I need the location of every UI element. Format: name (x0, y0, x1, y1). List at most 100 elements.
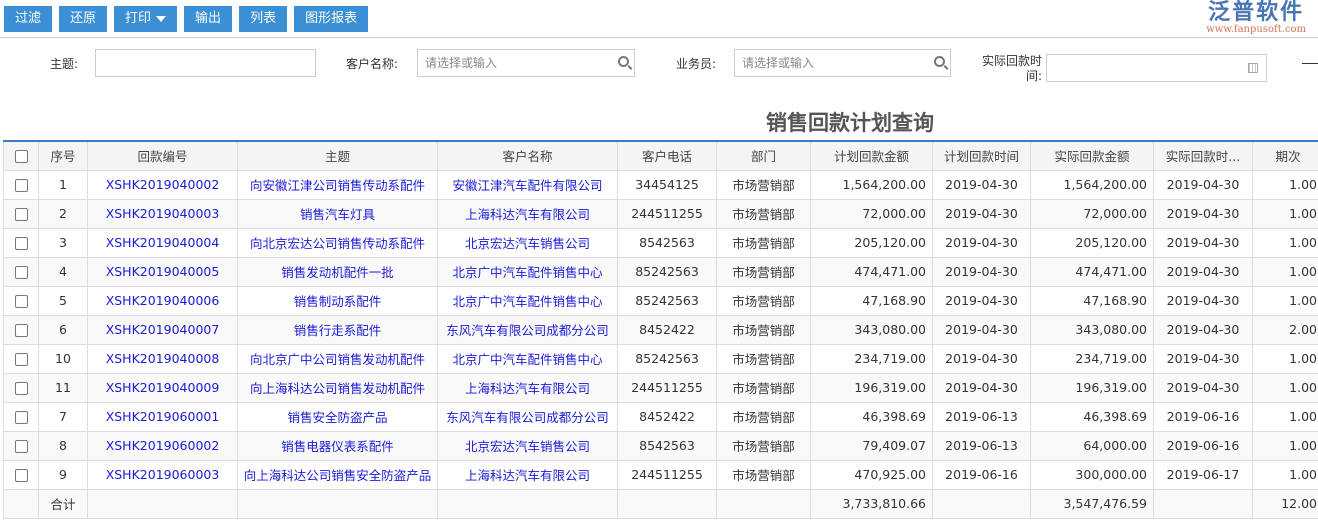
table-cell[interactable]: XSHK2019060001 (87, 401, 238, 432)
subject-label: 主题: (50, 57, 79, 71)
table-row[interactable]: 8 XSHK2019060002 销售电器仪表系配件 北京宏达汽车销售公司 854256… (3, 430, 1318, 461)
table-cell[interactable]: 销售行走系配件 (237, 314, 438, 345)
table-cell[interactable]: XSHK2019060002 (87, 430, 238, 461)
table-cell: 市场营销部 (716, 401, 811, 432)
column-header[interactable]: 序号 (38, 140, 88, 171)
column-header[interactable]: 回款编号 (87, 140, 238, 171)
row-checkbox[interactable] (3, 285, 39, 316)
salesman-input[interactable]: 请选择或输入 (734, 49, 951, 77)
actual-time-input[interactable] (1046, 54, 1267, 82)
table-cell[interactable]: 安徽江津汽车配件有限公司 (437, 169, 618, 200)
table-cell: 1.00 (1252, 343, 1318, 374)
table-cell[interactable]: XSHK2019040006 (87, 285, 238, 316)
print-button[interactable]: 打印 (114, 5, 178, 32)
table-cell[interactable]: 向北京广中公司销售发动机配件 (237, 343, 438, 374)
table-cell[interactable]: 北京广中汽车配件销售中心 (437, 343, 618, 374)
table-cell[interactable]: 北京广中汽车配件销售中心 (437, 256, 618, 287)
table-row[interactable]: 10 XSHK2019040008 向北京广中公司销售发动机配件 北京广中汽车配件销售… (3, 343, 1318, 374)
salesman-placeholder: 请选择或输入 (742, 56, 815, 70)
table-cell[interactable]: 向上海科达公司销售安全防盗产品 (237, 459, 438, 490)
table-cell[interactable]: 上海科达汽车有限公司 (437, 198, 618, 229)
table-cell: 1.00 (1252, 401, 1318, 432)
column-header[interactable]: 实际回款时... (1153, 140, 1253, 171)
table-cell: 市场营销部 (716, 459, 811, 490)
reset-button[interactable]: 还原 (59, 5, 108, 32)
table-cell[interactable]: 销售制动系配件 (237, 285, 438, 316)
chart-report-button[interactable]: 图形报表 (294, 5, 369, 32)
table-cell: 234,719.00 (810, 343, 933, 374)
table-cell[interactable]: 上海科达汽车有限公司 (437, 459, 618, 490)
payment-plan-table: 序号 回款编号 主题 客户名称 客户电话 部门 计划回款金额 计划回款时间 实际回款金额 实际回款… (3, 140, 1318, 519)
select-all-checkbox[interactable] (3, 140, 39, 171)
table-cell: 2019-04-30 (932, 256, 1031, 287)
table-cell[interactable]: 东风汽车有限公司成都分公司 (437, 314, 618, 345)
row-checkbox[interactable] (3, 198, 39, 229)
table-row[interactable]: 11 XSHK2019040009 向上海科达公司销售发动机配件 上海科达汽车有限公司… (3, 372, 1318, 403)
table-row[interactable]: 6 XSHK2019040007 销售行走系配件 东风汽车有限公司成都分公司 84524… (3, 314, 1318, 345)
table-row[interactable]: 3 XSHK2019040004 向北京宏达公司销售传动系配件 北京宏达汽车销售公司 8… (3, 227, 1318, 258)
customer-input[interactable]: 请选择或输入 (417, 49, 635, 77)
search-icon[interactable] (934, 56, 945, 67)
row-checkbox[interactable] (3, 430, 39, 461)
table-row[interactable]: 1 XSHK2019040002 向安徽江津公司销售传动系配件 安徽江津汽车配件有限公… (3, 169, 1318, 200)
table-cell: 1.00 (1252, 459, 1318, 490)
table-row[interactable]: 5 XSHK2019040006 销售制动系配件 北京广中汽车配件销售中心 852425… (3, 285, 1318, 316)
calendar-icon[interactable] (1248, 63, 1258, 73)
export-button[interactable]: 输出 (184, 5, 233, 32)
table-cell[interactable]: 销售发动机配件一批 (237, 256, 438, 287)
subject-input[interactable] (95, 49, 316, 77)
column-header[interactable]: 实际回款金额 (1030, 140, 1154, 171)
table-cell: 2.00 (1252, 314, 1318, 345)
table-cell: 46,398.69 (1030, 401, 1154, 432)
table-cell[interactable]: 向上海科达公司销售发动机配件 (237, 372, 438, 403)
table-cell[interactable]: 销售汽车灯具 (237, 198, 438, 229)
list-button[interactable]: 列表 (239, 5, 288, 32)
table-cell[interactable]: XSHK2019040005 (87, 256, 238, 287)
table-cell[interactable]: 北京宏达汽车销售公司 (437, 430, 618, 461)
table-cell[interactable]: 销售电器仪表系配件 (237, 430, 438, 461)
table-cell: 470,925.00 (810, 459, 933, 490)
table-cell[interactable]: 东风汽车有限公司成都分公司 (437, 401, 618, 432)
row-checkbox[interactable] (3, 256, 39, 287)
table-cell: 市场营销部 (716, 430, 811, 461)
search-icon[interactable] (618, 56, 629, 67)
filter-button[interactable]: 过滤 (4, 5, 53, 32)
column-header[interactable]: 客户电话 (617, 140, 717, 171)
table-cell[interactable]: 北京广中汽车配件销售中心 (437, 285, 618, 316)
table-cell[interactable]: XSHK2019040002 (87, 169, 238, 200)
row-checkbox[interactable] (3, 459, 39, 490)
table-row[interactable]: 2 XSHK2019040003 销售汽车灯具 上海科达汽车有限公司 244511255… (3, 198, 1318, 229)
row-checkbox[interactable] (3, 343, 39, 374)
table-cell: 3 (38, 227, 88, 258)
table-row[interactable]: 7 XSHK2019060001 销售安全防盗产品 东风汽车有限公司成都分公司 8452… (3, 401, 1318, 432)
table-cell: 1,564,200.00 (1030, 169, 1154, 200)
salesman-label: 业务员: (676, 57, 717, 71)
column-header[interactable]: 客户名称 (437, 140, 618, 171)
table-cell[interactable]: XSHK2019060003 (87, 459, 238, 490)
row-checkbox[interactable] (3, 314, 39, 345)
table-row[interactable]: 4 XSHK2019040005 销售发动机配件一批 北京广中汽车配件销售中心 8524… (3, 256, 1318, 287)
table-cell[interactable]: 向安徽江津公司销售传动系配件 (237, 169, 438, 200)
row-checkbox[interactable] (3, 227, 39, 258)
column-header[interactable]: 计划回款时间 (932, 140, 1031, 171)
table-cell[interactable]: 上海科达汽车有限公司 (437, 372, 618, 403)
column-header[interactable]: 主题 (237, 140, 438, 171)
table-cell[interactable]: 向北京宏达公司销售传动系配件 (237, 227, 438, 258)
table-cell: 205,120.00 (1030, 227, 1154, 258)
table-cell[interactable]: 北京宏达汽车销售公司 (437, 227, 618, 258)
table-cell[interactable]: XSHK2019040003 (87, 198, 238, 229)
table-cell: 2019-04-30 (1153, 169, 1253, 200)
table-row[interactable]: 9 XSHK2019060003 向上海科达公司销售安全防盗产品 上海科达汽车有限公司… (3, 459, 1318, 490)
row-checkbox[interactable] (3, 401, 39, 432)
row-checkbox[interactable] (3, 372, 39, 403)
column-header[interactable]: 期次 (1252, 140, 1318, 171)
table-cell[interactable]: XSHK2019040004 (87, 227, 238, 258)
table-cell[interactable]: 销售安全防盗产品 (237, 401, 438, 432)
column-header[interactable]: 部门 (716, 140, 811, 171)
row-checkbox[interactable] (3, 169, 39, 200)
column-header[interactable]: 计划回款金额 (810, 140, 933, 171)
table-cell[interactable]: XSHK2019040009 (87, 372, 238, 403)
table-cell[interactable]: XSHK2019040007 (87, 314, 238, 345)
table-cell: 2019-04-30 (1153, 198, 1253, 229)
table-cell[interactable]: XSHK2019040008 (87, 343, 238, 374)
